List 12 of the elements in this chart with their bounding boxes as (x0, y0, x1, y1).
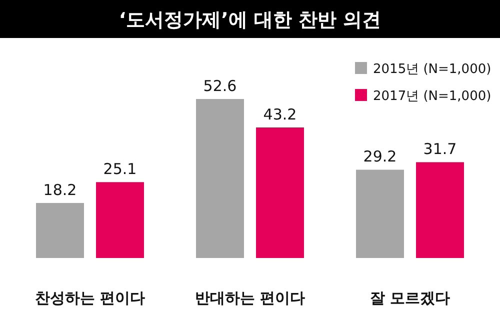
x-tick-label: 찬성하는 편이다 (34, 289, 146, 307)
data-label: 43.2 (263, 105, 297, 124)
x-tick-label: 잘 모르겠다 (370, 289, 450, 307)
legend-label: 2017년 (N=1,000) (373, 89, 492, 104)
data-label: 18.2 (43, 180, 77, 199)
data-label: 52.6 (203, 77, 237, 95)
title: ‘도서정가제’에 대한 찬반 의견 (118, 9, 382, 31)
x-tick-label: 반대하는 편이다 (194, 289, 306, 307)
data-label: 25.1 (103, 160, 137, 178)
legend-label: 2015년 (N=1,000) (373, 62, 492, 77)
data-label: 29.2 (363, 148, 397, 166)
data-label: 31.7 (423, 140, 457, 158)
